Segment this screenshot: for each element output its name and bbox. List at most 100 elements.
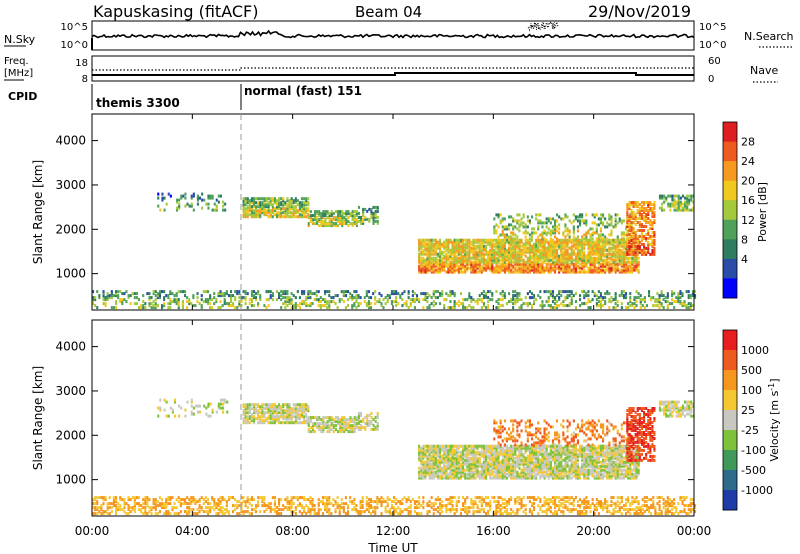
heatmap-cell — [503, 506, 506, 510]
heatmap-cell — [246, 419, 249, 423]
heatmap-cell — [196, 500, 199, 504]
heatmap-cell — [432, 266, 435, 270]
heatmap-cell — [144, 510, 147, 514]
heatmap-cell — [587, 231, 590, 235]
heatmap-cell — [535, 256, 538, 260]
heatmap-cell — [626, 231, 629, 234]
heatmap-cell — [221, 506, 224, 510]
heatmap-cell — [267, 209, 270, 213]
heatmap-cell — [307, 508, 310, 512]
heatmap-cell — [468, 260, 471, 264]
heatmap-cell — [286, 209, 289, 213]
heatmap-cell — [581, 246, 584, 250]
heatmap-cell — [261, 201, 264, 205]
heatmap-cell — [190, 500, 193, 504]
heatmap-cell — [457, 246, 460, 250]
heatmap-cell — [654, 506, 657, 510]
heatmap-cell — [516, 268, 519, 272]
heatmap-cell — [528, 268, 531, 272]
heatmap-cell — [326, 506, 329, 510]
heatmap-cell — [156, 296, 159, 300]
heatmap-cell — [631, 268, 634, 272]
heatmap-cell — [449, 500, 452, 504]
heatmap-cell — [620, 242, 623, 246]
heatmap-cell — [372, 292, 375, 296]
heatmap-cell — [612, 238, 615, 242]
heatmap-cell — [631, 302, 634, 306]
heatmap-cell — [633, 306, 636, 310]
heatmap-cell — [518, 242, 521, 246]
heatmap-cell — [365, 294, 368, 298]
heatmap-cell — [265, 504, 268, 508]
heatmap-cell — [360, 221, 363, 225]
heatmap-cell — [645, 504, 648, 508]
heatmap-cell — [205, 202, 208, 206]
heatmap-cell — [361, 498, 364, 502]
heatmap-cell — [342, 502, 345, 506]
heatmap-cell — [602, 270, 605, 274]
heatmap-cell — [225, 290, 228, 294]
heatmap-cell — [422, 264, 425, 268]
heatmap-cell — [457, 240, 460, 244]
heatmap-cell — [156, 500, 159, 504]
heatmap-cell — [420, 252, 423, 256]
heatmap-cell — [382, 306, 385, 310]
heatmap-cell — [209, 508, 212, 512]
heatmap-cell — [328, 302, 331, 306]
heatmap-cell — [505, 510, 508, 514]
heatmap-cell — [503, 225, 506, 229]
heatmap-cell — [470, 506, 473, 510]
heatmap-cell — [631, 258, 634, 262]
heatmap-cell — [353, 214, 356, 218]
heatmap-cell — [648, 510, 651, 514]
heatmap-cell — [531, 250, 534, 254]
heatmap-cell — [305, 512, 308, 516]
heatmap-cell — [261, 205, 264, 209]
heatmap-cell — [638, 248, 641, 252]
heatmap-cell — [570, 296, 573, 300]
heatmap-cell — [618, 508, 621, 512]
heatmap-cell — [242, 215, 245, 219]
heatmap-cell — [560, 258, 563, 262]
heatmap-cell — [591, 242, 594, 246]
heatmap-cell — [579, 213, 582, 217]
heatmap-cell — [630, 250, 633, 254]
heatmap-cell — [311, 222, 314, 226]
heatmap-cell — [399, 294, 402, 298]
heatmap-cell — [564, 242, 567, 246]
heatmap-cell — [263, 205, 266, 209]
heatmap-cell — [589, 235, 592, 239]
heatmap-cell — [347, 210, 350, 214]
heatmap-cell — [602, 240, 605, 244]
heatmap-cell — [478, 266, 481, 270]
heatmap-cell — [503, 256, 506, 260]
heatmap-cell — [439, 302, 442, 306]
heatmap-cell — [499, 508, 502, 512]
heatmap-cell — [455, 504, 458, 508]
heatmap-cell — [294, 512, 297, 516]
heatmap-cell — [441, 294, 444, 298]
heatmap-cell — [692, 194, 695, 198]
heatmap-cell — [453, 262, 456, 266]
heatmap-cell — [482, 268, 485, 272]
heatmap-cell — [196, 202, 199, 206]
heatmap-cell — [407, 296, 410, 300]
heatmap-cell — [595, 270, 598, 274]
heatmap-cell — [520, 221, 523, 225]
heatmap-cell — [677, 198, 680, 202]
heatmap-cell — [316, 216, 319, 220]
heatmap-cell — [581, 235, 584, 239]
heatmap-cell — [261, 207, 264, 211]
heatmap-cell — [562, 268, 565, 272]
heatmap-cell — [127, 504, 130, 508]
heatmap-cell — [338, 300, 341, 304]
heatmap-cell — [673, 200, 676, 204]
heatmap-cell — [691, 292, 694, 296]
heatmap-cell — [161, 504, 164, 508]
colorbar-segment — [723, 200, 737, 221]
heatmap-cell — [242, 411, 245, 415]
heatmap-cell — [647, 236, 650, 240]
heatmap-cell — [464, 506, 467, 510]
heatmap-cell — [211, 208, 214, 212]
heatmap-cell — [508, 300, 511, 304]
